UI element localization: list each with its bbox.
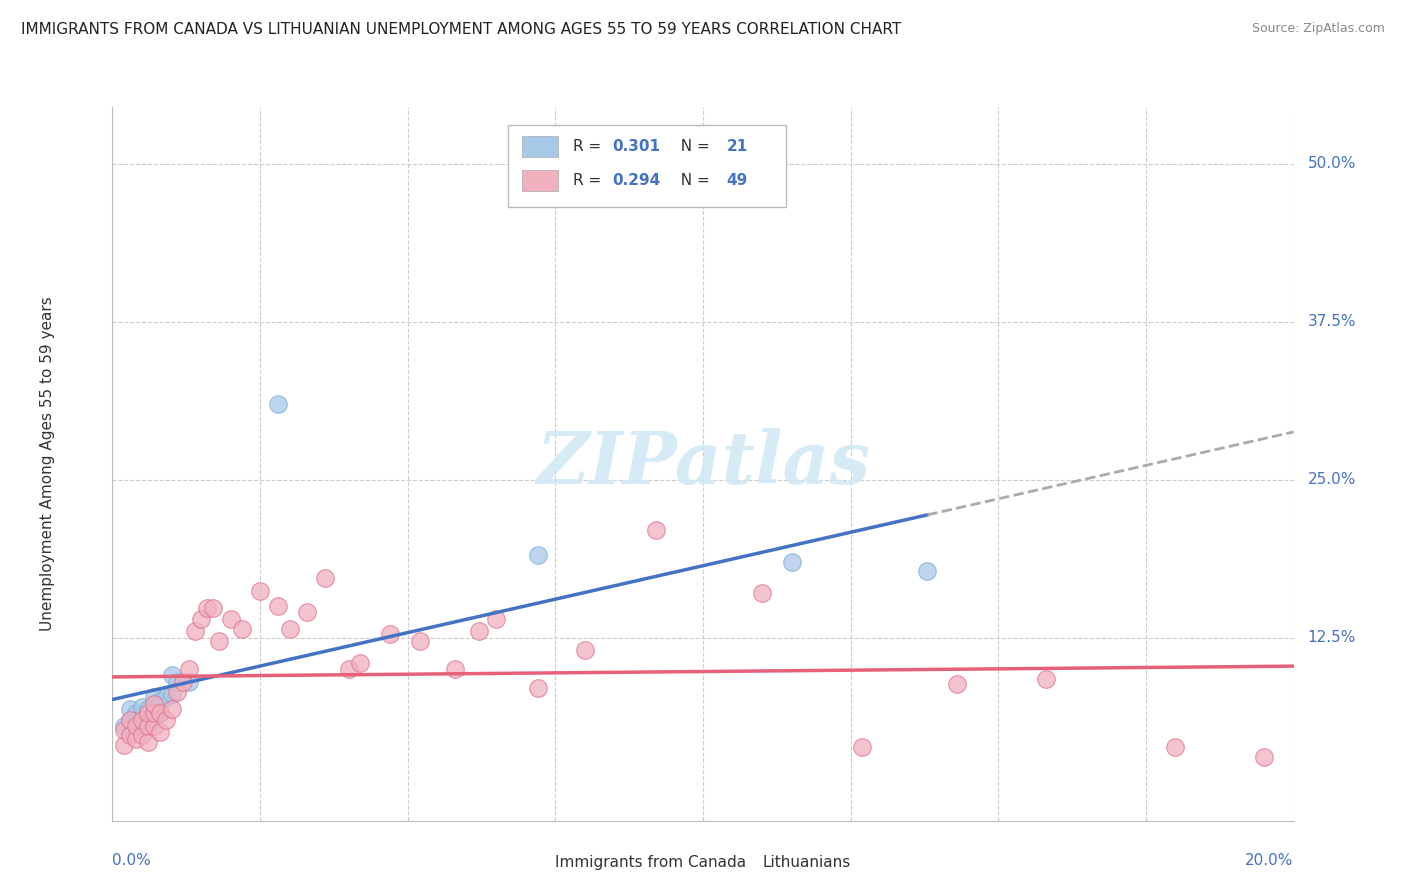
Point (184, 624, 207, 639)
Point (112, 723, 135, 737)
Point (751, 586, 773, 600)
Point (142, 690, 165, 704)
Text: Source: ZipAtlas.com: Source: ZipAtlas.com (1251, 22, 1385, 36)
Point (131, 728, 153, 742)
Text: 25.0%: 25.0% (1308, 472, 1355, 487)
Point (112, 738, 135, 752)
Point (160, 668, 183, 682)
Point (142, 698, 165, 712)
Point (131, 700, 153, 714)
Point (160, 702, 183, 716)
Point (142, 698, 165, 712)
Point (190, 611, 212, 625)
Text: 0.294: 0.294 (612, 173, 661, 188)
FancyBboxPatch shape (522, 169, 558, 191)
Point (172, 674, 194, 689)
Text: 12.5%: 12.5% (1308, 630, 1355, 645)
Text: R =: R = (574, 173, 606, 188)
Point (160, 687, 183, 701)
Point (125, 715, 148, 730)
FancyBboxPatch shape (520, 855, 546, 876)
Point (131, 713, 153, 727)
Point (485, 611, 508, 625)
FancyBboxPatch shape (522, 136, 558, 157)
Point (1164, 740, 1187, 755)
Text: 37.5%: 37.5% (1308, 314, 1357, 329)
Point (136, 706, 159, 721)
Point (644, 523, 666, 537)
Point (155, 690, 177, 704)
Point (1035, 672, 1057, 686)
Point (337, 662, 360, 676)
Point (467, 624, 489, 639)
Point (125, 706, 148, 721)
Point (120, 713, 142, 727)
Point (526, 681, 548, 695)
Point (120, 702, 142, 716)
Point (780, 555, 803, 569)
Point (142, 706, 165, 721)
FancyBboxPatch shape (508, 125, 786, 207)
Point (149, 693, 172, 707)
Point (408, 634, 430, 648)
Point (917, 564, 939, 578)
Point (136, 719, 159, 733)
Text: 20.0%: 20.0% (1246, 853, 1294, 868)
Text: N =: N = (671, 173, 714, 188)
Point (201, 601, 224, 615)
Point (125, 731, 148, 746)
Point (231, 622, 253, 636)
Point (267, 397, 290, 411)
Point (219, 611, 242, 625)
Point (136, 735, 159, 749)
Point (149, 725, 172, 739)
Point (149, 706, 172, 721)
Point (149, 706, 172, 721)
Point (946, 677, 969, 691)
Point (349, 656, 371, 670)
Point (378, 626, 401, 640)
Point (1253, 750, 1275, 764)
Text: R =: R = (574, 139, 606, 153)
Point (574, 643, 596, 657)
Point (131, 713, 153, 727)
Text: 0.301: 0.301 (612, 139, 659, 153)
Point (278, 622, 301, 636)
FancyBboxPatch shape (727, 855, 752, 876)
Point (208, 634, 231, 648)
Point (136, 702, 159, 716)
Point (314, 571, 336, 585)
Text: Lithuanians: Lithuanians (762, 855, 851, 870)
Text: IMMIGRANTS FROM CANADA VS LITHUANIAN UNEMPLOYMENT AMONG AGES 55 TO 59 YEARS CORR: IMMIGRANTS FROM CANADA VS LITHUANIAN UNE… (21, 22, 901, 37)
Point (142, 719, 165, 733)
Point (166, 674, 188, 689)
Point (444, 662, 467, 676)
Point (166, 685, 188, 699)
Point (267, 599, 290, 613)
Point (249, 583, 271, 598)
Point (297, 605, 319, 619)
Point (179, 662, 201, 676)
Point (179, 674, 201, 689)
Point (120, 713, 142, 727)
Text: Unemployment Among Ages 55 to 59 years: Unemployment Among Ages 55 to 59 years (39, 296, 55, 632)
Text: Immigrants from Canada: Immigrants from Canada (555, 855, 747, 870)
Point (526, 549, 548, 563)
Text: 21: 21 (727, 139, 748, 153)
Point (851, 740, 873, 755)
Point (155, 713, 177, 727)
Text: 50.0%: 50.0% (1308, 156, 1355, 171)
Text: ZIPatlas: ZIPatlas (536, 428, 870, 500)
Point (112, 719, 135, 733)
Text: 49: 49 (727, 173, 748, 188)
Text: 0.0%: 0.0% (112, 853, 152, 868)
Point (125, 719, 148, 733)
Point (120, 728, 142, 742)
Point (195, 601, 218, 615)
Text: N =: N = (671, 139, 714, 153)
